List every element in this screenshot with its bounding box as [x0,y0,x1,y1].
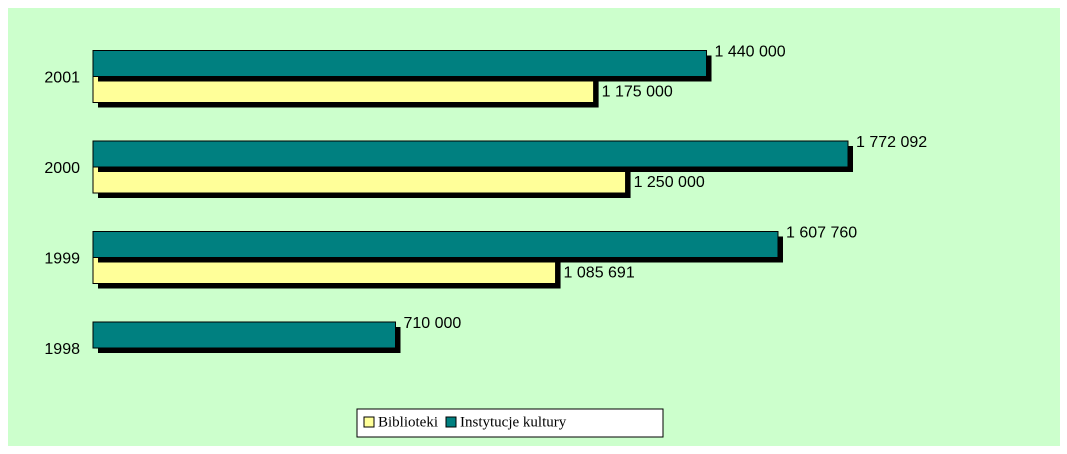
legend-label: Instytucje kultury [460,414,567,430]
bar [92,231,779,258]
bar [92,140,849,168]
legend-swatch [445,416,457,428]
data-label: 1 440 000 [715,44,786,61]
y-tick-label: 1999 [44,251,80,268]
data-label: 710 000 [403,315,461,332]
data-label: 1 250 000 [634,174,705,191]
bar [92,50,708,77]
y-tick-label: 1998 [44,341,80,358]
y-tick-label: 2000 [44,160,80,177]
legend: Biblioteki Instytucje kultury [356,408,664,438]
bar [92,321,396,349]
data-label: 1 085 691 [564,265,635,282]
data-label: 1 175 000 [602,84,673,101]
data-label: 1 607 760 [786,225,857,242]
y-tick-label: 2001 [44,70,80,87]
legend-label: Biblioteki [378,414,438,430]
legend-box [356,408,664,438]
data-label: 1 772 092 [856,134,927,151]
legend-swatch [363,416,375,428]
